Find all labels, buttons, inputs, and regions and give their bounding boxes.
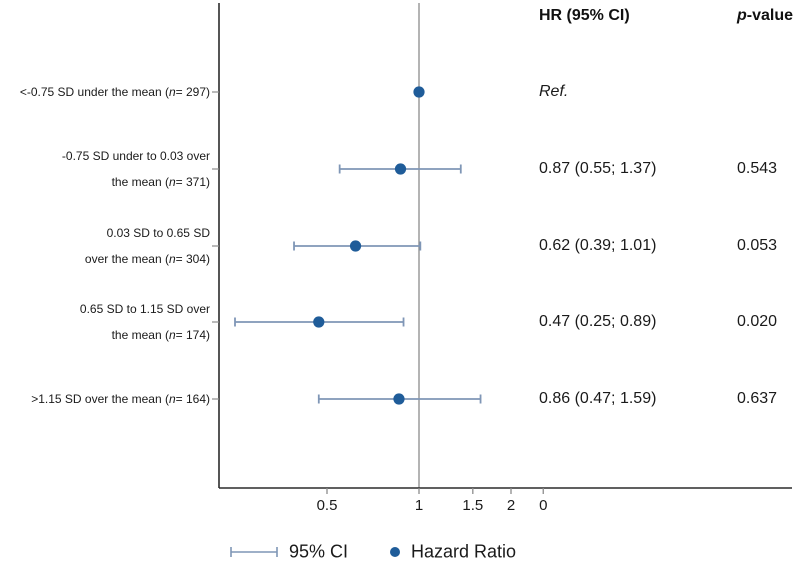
- hr-ci-value: 0.47 (0.25; 0.89): [539, 313, 657, 330]
- x-tick-label: 2: [506, 497, 516, 514]
- hazard-ratio-dot: [413, 86, 425, 98]
- hazard-ratio-dot: [394, 163, 407, 175]
- p-value: 0.637: [737, 390, 778, 407]
- row-label: 0.65 SD to 1.15 SD over the mean (n= 174): [79, 302, 210, 342]
- x-tick-label: 0: [539, 497, 548, 514]
- hazard-ratio-dot: [313, 316, 325, 328]
- p-column-header: p-value: [737, 7, 793, 25]
- p-value: 0.053: [737, 237, 778, 254]
- hazard-ratio-dot: [349, 240, 362, 252]
- row-label: <-0.75 SD under the mean (n= 297): [19, 85, 210, 99]
- x-tick-label: 1: [414, 497, 424, 514]
- legend-label-ci: 95% CI: [289, 541, 349, 562]
- row-label: 0.03 SD to 0.65 SD over the mean (n= 304): [84, 226, 210, 266]
- hr-ci-value: 0.62 (0.39; 1.01): [539, 237, 657, 254]
- p-value: 0.543: [737, 160, 778, 177]
- p-column-header-rest: -value: [746, 7, 794, 24]
- p-value: 0.020: [737, 313, 778, 330]
- x-tick-label: 1.5: [462, 497, 484, 514]
- p-column-header-italic-p: p: [737, 7, 747, 24]
- hr-column-header: HR (95% CI): [539, 7, 630, 24]
- legend-dot-glyph: [390, 547, 400, 557]
- row-label: -0.75 SD under to 0.03 over the mean (n= …: [61, 149, 210, 189]
- hr-ci-value: 0.87 (0.55; 1.37): [539, 160, 657, 177]
- x-tick-label: 0.5: [316, 497, 338, 514]
- row-label: >1.15 SD over the mean (n= 164): [31, 392, 210, 406]
- hr-ci-value: Ref.: [539, 83, 569, 100]
- hazard-ratio-dot: [393, 393, 405, 405]
- legend-label-hazard-ratio: Hazard Ratio: [411, 541, 517, 562]
- hr-ci-value: 0.86 (0.47; 1.59): [539, 390, 657, 407]
